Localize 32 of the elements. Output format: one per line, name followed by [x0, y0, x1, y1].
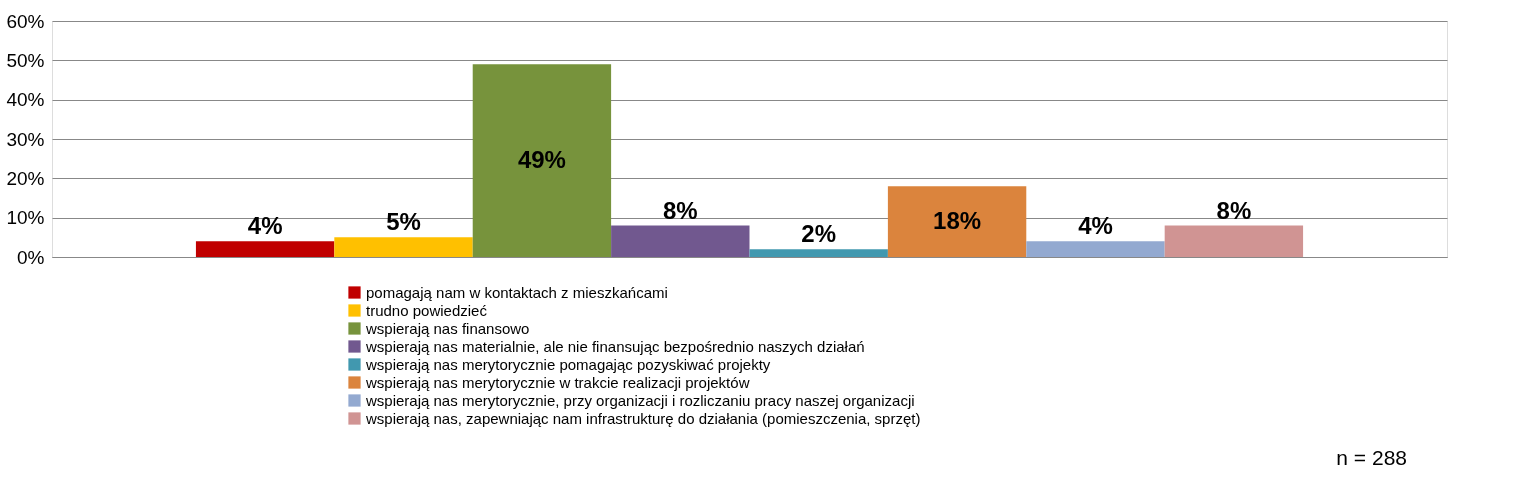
legend-label: trudno powiedzieć [366, 301, 488, 319]
data-label: 18% [933, 206, 982, 234]
bar [195, 241, 335, 257]
y-tick-label: 40% [6, 89, 45, 111]
legend-label: wspierają nas merytorycznie, przy organizacji i rozliczaniu pracy naszej organizacji [365, 391, 915, 409]
y-tick-label: 60% [6, 10, 45, 32]
legend-label: wspierają nas materialnie, ale nie finansując bezpośrednio naszych działań [365, 337, 865, 355]
legend-label: wspierają nas merytorycznie pomagając pozyskiwać projekty [365, 355, 771, 373]
bar [749, 249, 888, 257]
bar [1164, 225, 1304, 257]
data-label: 4% [247, 212, 283, 240]
data-label: 8% [1216, 196, 1252, 224]
data-label: 4% [1078, 212, 1113, 240]
y-tick-label: 10% [6, 207, 45, 229]
legend-label: pomagają nam w kontaktach z mieszkańcami [366, 283, 668, 301]
bar [472, 64, 612, 257]
data-label: 5% [386, 208, 421, 236]
bar [887, 186, 1027, 257]
y-tick-label: 30% [6, 128, 45, 150]
y-tick-label: 20% [6, 167, 45, 189]
bar [334, 237, 473, 257]
text: n = 288 [1336, 446, 1407, 469]
legend-label: wspierają nas merytorycznie w trakcie realizacji projektów [365, 373, 750, 391]
data-label: 2% [801, 220, 837, 248]
bar [1026, 241, 1165, 257]
y-tick-label: 0% [17, 246, 45, 268]
y-tick-label: 50% [6, 49, 45, 71]
legend-label: wspierają nas finansowo [365, 319, 530, 337]
bar [611, 225, 750, 257]
legend-label: wspierają nas, zapewniając nam infrastrukturę do działania (pomieszczenia, sprzęt) [365, 409, 921, 427]
data-label: 49% [517, 145, 566, 173]
data-label: 8% [662, 196, 698, 224]
